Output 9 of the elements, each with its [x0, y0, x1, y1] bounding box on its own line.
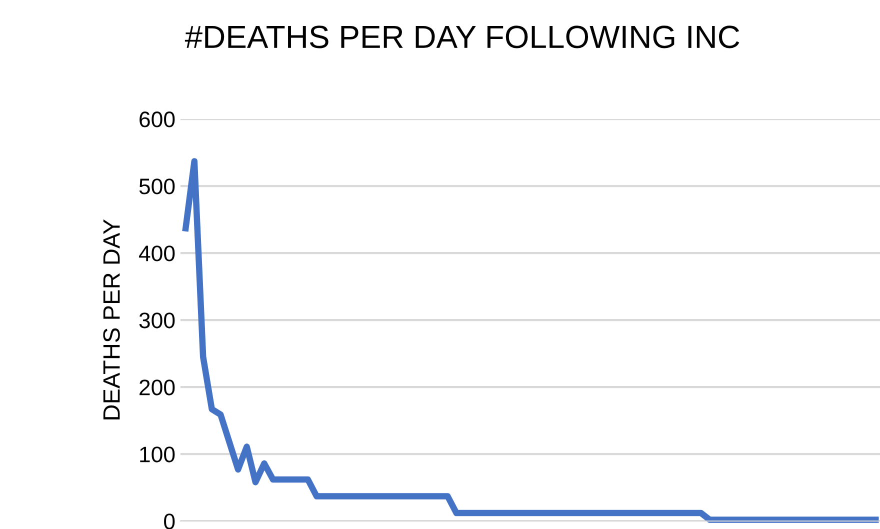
y-tick-label: 600 — [140, 112, 175, 128]
y-tick-label: 300 — [139, 312, 175, 328]
y-tick-label: 400 — [138, 246, 175, 262]
y-tick-label: 200 — [140, 380, 175, 396]
y-axis-title: DEATHS PER DAY — [103, 219, 120, 420]
y-tick-label: 500 — [139, 178, 175, 194]
chart-title: #DEATHS PER DAY FOLLOWING INC — [184, 26, 740, 48]
y-tick-label: 0 — [164, 514, 175, 529]
y-tick-label: 100 — [140, 446, 175, 462]
